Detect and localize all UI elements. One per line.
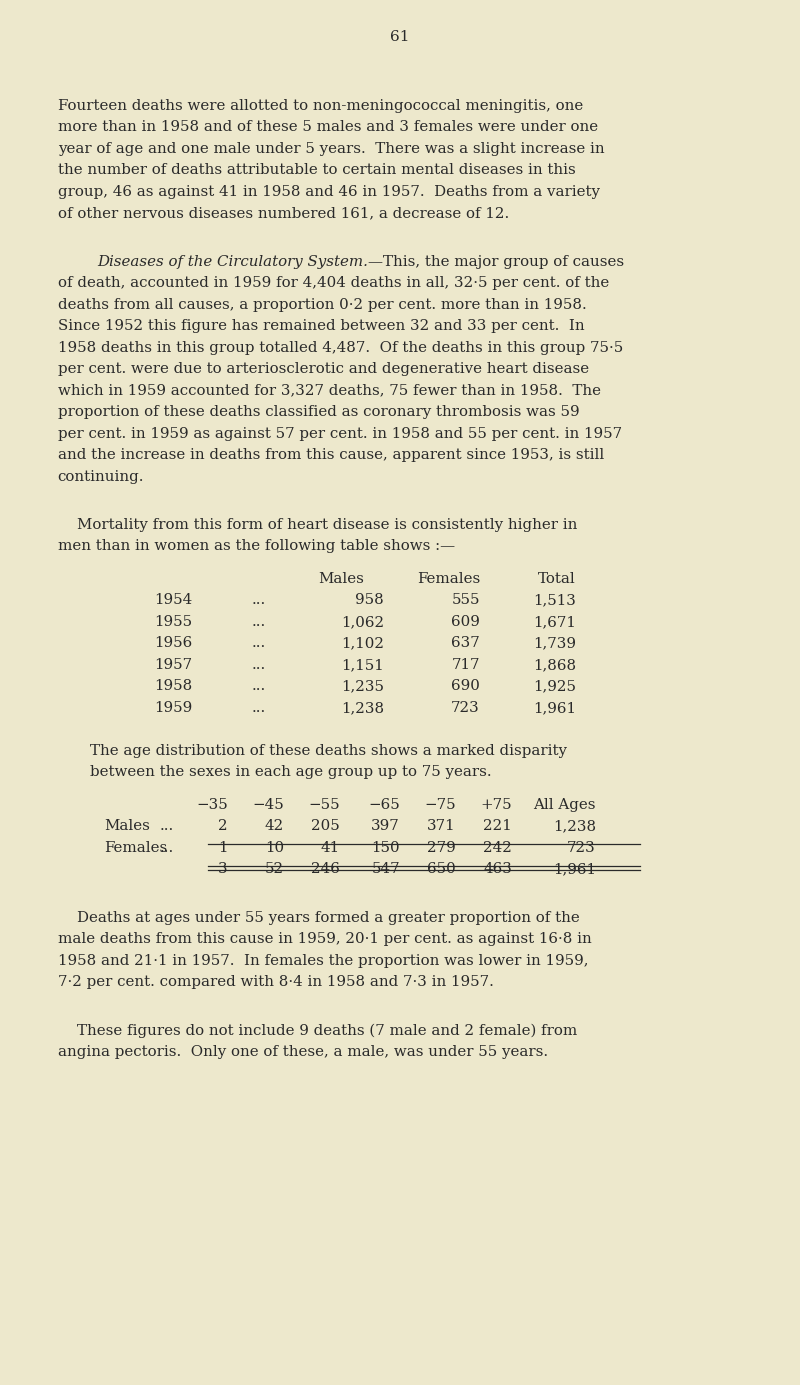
Text: 1,925: 1,925 [533, 679, 576, 694]
Text: 1,513: 1,513 [533, 593, 576, 608]
Text: Males: Males [318, 572, 364, 586]
Text: Females: Females [104, 841, 167, 855]
Text: of death, accounted in 1959 for 4,404 deaths in all, 32·5 per cent. of the: of death, accounted in 1959 for 4,404 de… [58, 276, 609, 291]
Text: which in 1959 accounted for 3,327 deaths, 75 fewer than in 1958.  The: which in 1959 accounted for 3,327 deaths… [58, 384, 601, 397]
Text: ...: ... [252, 636, 266, 651]
Text: 1959: 1959 [154, 701, 192, 715]
Text: per cent. were due to arteriosclerotic and degenerative heart disease: per cent. were due to arteriosclerotic a… [58, 361, 589, 377]
Text: −65: −65 [368, 798, 400, 812]
Text: and the increase in deaths from this cause, apparent since 1953, is still: and the increase in deaths from this cau… [58, 447, 604, 463]
Text: 1,868: 1,868 [533, 658, 576, 672]
Text: 463: 463 [483, 863, 512, 877]
Text: 723: 723 [567, 841, 596, 855]
Text: 279: 279 [427, 841, 456, 855]
Text: 246: 246 [311, 863, 340, 877]
Text: 221: 221 [483, 820, 512, 834]
Text: 205: 205 [311, 820, 340, 834]
Text: 2: 2 [218, 820, 228, 834]
Text: −35: −35 [196, 798, 228, 812]
Text: 41: 41 [321, 841, 340, 855]
Text: Deaths at ages under 55 years formed a greater proportion of the: Deaths at ages under 55 years formed a g… [58, 911, 579, 925]
Text: Females: Females [417, 572, 480, 586]
Text: Fourteen deaths were allotted to non-meningococcal meningitis, one: Fourteen deaths were allotted to non-men… [58, 100, 583, 114]
Text: −45: −45 [252, 798, 284, 812]
Text: group, 46 as against 41 in 1958 and 46 in 1957.  Deaths from a variety: group, 46 as against 41 in 1958 and 46 i… [58, 184, 600, 199]
Text: 650: 650 [427, 863, 456, 877]
Text: 61: 61 [390, 30, 410, 44]
Text: 1958 and 21·1 in 1957.  In females the proportion was lower in 1959,: 1958 and 21·1 in 1957. In females the pr… [58, 954, 588, 968]
Text: Males: Males [104, 820, 150, 834]
Text: 547: 547 [371, 863, 400, 877]
Text: 42: 42 [265, 820, 284, 834]
Text: 1957: 1957 [154, 658, 192, 672]
Text: more than in 1958 and of these 5 males and 3 females were under one: more than in 1958 and of these 5 males a… [58, 120, 598, 134]
Text: 1,739: 1,739 [533, 636, 576, 651]
Text: −75: −75 [424, 798, 456, 812]
Text: Diseases of the Circulatory System.: Diseases of the Circulatory System. [98, 255, 369, 269]
Text: 52: 52 [265, 863, 284, 877]
Text: 1,151: 1,151 [342, 658, 384, 672]
Text: of other nervous diseases numbered 161, a decrease of 12.: of other nervous diseases numbered 161, … [58, 206, 509, 220]
Text: 1,102: 1,102 [341, 636, 384, 651]
Text: ...: ... [252, 658, 266, 672]
Text: 150: 150 [371, 841, 400, 855]
Text: 1954: 1954 [154, 593, 192, 608]
Text: continuing.: continuing. [58, 470, 144, 483]
Text: angina pectoris.  Only one of these, a male, was under 55 years.: angina pectoris. Only one of these, a ma… [58, 1046, 548, 1060]
Text: Since 1952 this figure has remained between 32 and 33 per cent.  In: Since 1952 this figure has remained betw… [58, 319, 584, 334]
Text: 1956: 1956 [154, 636, 192, 651]
Text: 1,671: 1,671 [533, 615, 576, 629]
Text: ...: ... [160, 820, 174, 834]
Text: ...: ... [252, 615, 266, 629]
Text: 371: 371 [427, 820, 456, 834]
Text: men than in women as the following table shows :—: men than in women as the following table… [58, 539, 454, 554]
Text: 690: 690 [451, 679, 480, 694]
Text: 555: 555 [451, 593, 480, 608]
Text: 1,238: 1,238 [553, 820, 596, 834]
Text: ...: ... [160, 841, 174, 855]
Text: between the sexes in each age group up to 75 years.: between the sexes in each age group up t… [90, 766, 491, 780]
Text: 397: 397 [371, 820, 400, 834]
Text: male deaths from this cause in 1959, 20·1 per cent. as against 16·8 in: male deaths from this cause in 1959, 20·… [58, 932, 591, 946]
Text: These figures do not include 9 deaths (7 male and 2 female) from: These figures do not include 9 deaths (7… [58, 1024, 577, 1037]
Text: ...: ... [252, 679, 266, 694]
Text: +75: +75 [480, 798, 512, 812]
Text: 1,235: 1,235 [341, 679, 384, 694]
Text: 609: 609 [451, 615, 480, 629]
Text: proportion of these deaths classified as coronary thrombosis was 59: proportion of these deaths classified as… [58, 404, 579, 420]
Text: 958: 958 [355, 593, 384, 608]
Text: Mortality from this form of heart disease is consistently higher in: Mortality from this form of heart diseas… [58, 518, 577, 532]
Text: the number of deaths attributable to certain mental diseases in this: the number of deaths attributable to cer… [58, 163, 575, 177]
Text: 637: 637 [451, 636, 480, 651]
Text: per cent. in 1959 as against 57 per cent. in 1958 and 55 per cent. in 1957: per cent. in 1959 as against 57 per cent… [58, 427, 622, 440]
Text: Total: Total [538, 572, 576, 586]
Text: 1,062: 1,062 [341, 615, 384, 629]
Text: 1: 1 [218, 841, 228, 855]
Text: 7·2 per cent. compared with 8·4 in 1958 and 7·3 in 1957.: 7·2 per cent. compared with 8·4 in 1958 … [58, 975, 494, 989]
Text: ...: ... [252, 701, 266, 715]
Text: All Ages: All Ages [534, 798, 596, 812]
Text: −55: −55 [308, 798, 340, 812]
Text: year of age and one male under 5 years.  There was a slight increase in: year of age and one male under 5 years. … [58, 141, 604, 157]
Text: 1958: 1958 [154, 679, 192, 694]
Text: 3: 3 [218, 863, 228, 877]
Text: 1,961: 1,961 [533, 701, 576, 715]
Text: 1955: 1955 [154, 615, 192, 629]
Text: 10: 10 [265, 841, 284, 855]
Text: 242: 242 [483, 841, 512, 855]
Text: 717: 717 [451, 658, 480, 672]
Text: deaths from all causes, a proportion 0·2 per cent. more than in 1958.: deaths from all causes, a proportion 0·2… [58, 298, 586, 312]
Text: 1,238: 1,238 [341, 701, 384, 715]
Text: 723: 723 [451, 701, 480, 715]
Text: Diseases of the Circulatory System.: Diseases of the Circulatory System. [98, 255, 369, 269]
Text: —This, the major group of causes: —This, the major group of causes [369, 255, 625, 269]
Text: The age distribution of these deaths shows a marked disparity: The age distribution of these deaths sho… [90, 744, 566, 758]
Text: 1958 deaths in this group totalled 4,487.  Of the deaths in this group 75·5: 1958 deaths in this group totalled 4,487… [58, 341, 623, 355]
Text: ...: ... [252, 593, 266, 608]
Text: 1,961: 1,961 [553, 863, 596, 877]
